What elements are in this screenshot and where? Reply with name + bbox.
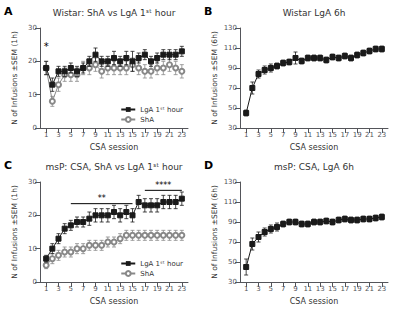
svg-text:7: 7 <box>81 285 85 293</box>
svg-text:23: 23 <box>177 285 186 293</box>
svg-text:CSA session: CSA session <box>90 297 138 306</box>
svg-text:50: 50 <box>228 258 237 266</box>
svg-text:5: 5 <box>69 131 73 139</box>
svg-text:N of Infusions ±SEM (1h): N of Infusions ±SEM (1h) <box>10 31 19 125</box>
svg-text:1: 1 <box>244 285 248 293</box>
svg-text:17: 17 <box>140 285 149 293</box>
svg-text:ShA: ShA <box>140 116 154 124</box>
svg-text:110: 110 <box>224 44 237 52</box>
svg-text:130: 130 <box>224 24 237 32</box>
svg-text:23: 23 <box>177 131 186 139</box>
svg-text:0: 0 <box>33 124 37 132</box>
svg-text:20: 20 <box>28 211 37 219</box>
svg-text:3: 3 <box>56 285 60 293</box>
svg-text:90: 90 <box>228 64 237 72</box>
svg-text:****: **** <box>155 181 171 190</box>
svg-text:11: 11 <box>103 131 112 139</box>
svg-text:CSA session: CSA session <box>90 143 138 152</box>
svg-text:**: ** <box>98 194 106 203</box>
svg-text:110: 110 <box>224 198 237 206</box>
svg-text:17: 17 <box>340 285 349 293</box>
svg-text:30: 30 <box>28 24 37 32</box>
svg-text:30: 30 <box>228 278 237 286</box>
svg-text:msP: CSA, LgA 6h: msP: CSA, LgA 6h <box>274 162 354 172</box>
svg-text:15: 15 <box>128 285 137 293</box>
svg-text:5: 5 <box>69 285 73 293</box>
svg-text:19: 19 <box>153 285 162 293</box>
svg-text:Wistar: ShA vs LgA 1ˢᵗ hour: Wistar: ShA vs LgA 1ˢᵗ hour <box>53 8 176 18</box>
svg-text:9: 9 <box>293 285 297 293</box>
svg-text:CSA session: CSA session <box>290 143 338 152</box>
svg-text:17: 17 <box>140 131 149 139</box>
svg-text:1: 1 <box>44 285 48 293</box>
svg-text:B: B <box>204 5 212 18</box>
svg-text:15: 15 <box>128 131 137 139</box>
svg-text:7: 7 <box>281 285 285 293</box>
svg-text:19: 19 <box>153 131 162 139</box>
svg-text:11: 11 <box>303 131 312 139</box>
svg-text:D: D <box>204 159 213 172</box>
svg-text:19: 19 <box>353 131 362 139</box>
svg-text:ShA: ShA <box>140 270 154 278</box>
svg-text:A: A <box>4 5 13 18</box>
svg-text:13: 13 <box>116 131 125 139</box>
svg-text:3: 3 <box>56 131 60 139</box>
svg-text:15: 15 <box>328 285 337 293</box>
svg-text:7: 7 <box>281 131 285 139</box>
svg-text:*: * <box>44 41 49 52</box>
svg-text:10: 10 <box>28 245 37 253</box>
svg-text:23: 23 <box>377 285 386 293</box>
svg-text:CSA session: CSA session <box>290 297 338 306</box>
svg-text:1: 1 <box>44 131 48 139</box>
svg-text:5: 5 <box>269 285 273 293</box>
svg-text:9: 9 <box>293 131 297 139</box>
svg-text:19: 19 <box>353 285 362 293</box>
svg-text:20: 20 <box>28 57 37 65</box>
svg-text:130: 130 <box>224 178 237 186</box>
svg-text:10: 10 <box>28 91 37 99</box>
svg-text:C: C <box>4 159 12 172</box>
svg-text:17: 17 <box>340 131 349 139</box>
svg-text:9: 9 <box>93 285 97 293</box>
svg-text:21: 21 <box>365 285 374 293</box>
svg-text:23: 23 <box>377 131 386 139</box>
svg-text:3: 3 <box>256 285 260 293</box>
svg-text:70: 70 <box>228 84 237 92</box>
svg-text:90: 90 <box>228 218 237 226</box>
svg-text:30: 30 <box>28 178 37 186</box>
svg-text:50: 50 <box>228 104 237 112</box>
svg-text:21: 21 <box>365 131 374 139</box>
svg-text:13: 13 <box>116 285 125 293</box>
svg-text:1: 1 <box>244 131 248 139</box>
svg-text:15: 15 <box>328 131 337 139</box>
svg-text:N of Infusions ±SEM (1h): N of Infusions ±SEM (1h) <box>10 185 19 279</box>
svg-text:13: 13 <box>316 285 325 293</box>
svg-text:msP: CSA, ShA vs LgA 1ˢᵗ hour: msP: CSA, ShA vs LgA 1ˢᵗ hour <box>45 162 182 172</box>
svg-text:30: 30 <box>228 124 237 132</box>
svg-text:11: 11 <box>303 285 312 293</box>
svg-text:3: 3 <box>256 131 260 139</box>
svg-text:0: 0 <box>33 278 37 286</box>
svg-text:N of Infusions ±SEM (6h): N of Infusions ±SEM (6h) <box>210 185 219 279</box>
svg-text:21: 21 <box>165 285 174 293</box>
svg-text:21: 21 <box>165 131 174 139</box>
svg-text:9: 9 <box>93 131 97 139</box>
svg-text:5: 5 <box>269 131 273 139</box>
svg-text:7: 7 <box>81 131 85 139</box>
svg-text:11: 11 <box>103 285 112 293</box>
svg-text:N of Infusions ±SEM (6h): N of Infusions ±SEM (6h) <box>210 31 219 125</box>
svg-text:LgA 1ˢᵗ hour: LgA 1ˢᵗ hour <box>140 106 183 114</box>
svg-text:13: 13 <box>316 131 325 139</box>
svg-text:LgA 1ˢᵗ hour: LgA 1ˢᵗ hour <box>140 260 183 268</box>
svg-text:70: 70 <box>228 238 237 246</box>
svg-text:Wistar LgA 6h: Wistar LgA 6h <box>283 8 346 18</box>
